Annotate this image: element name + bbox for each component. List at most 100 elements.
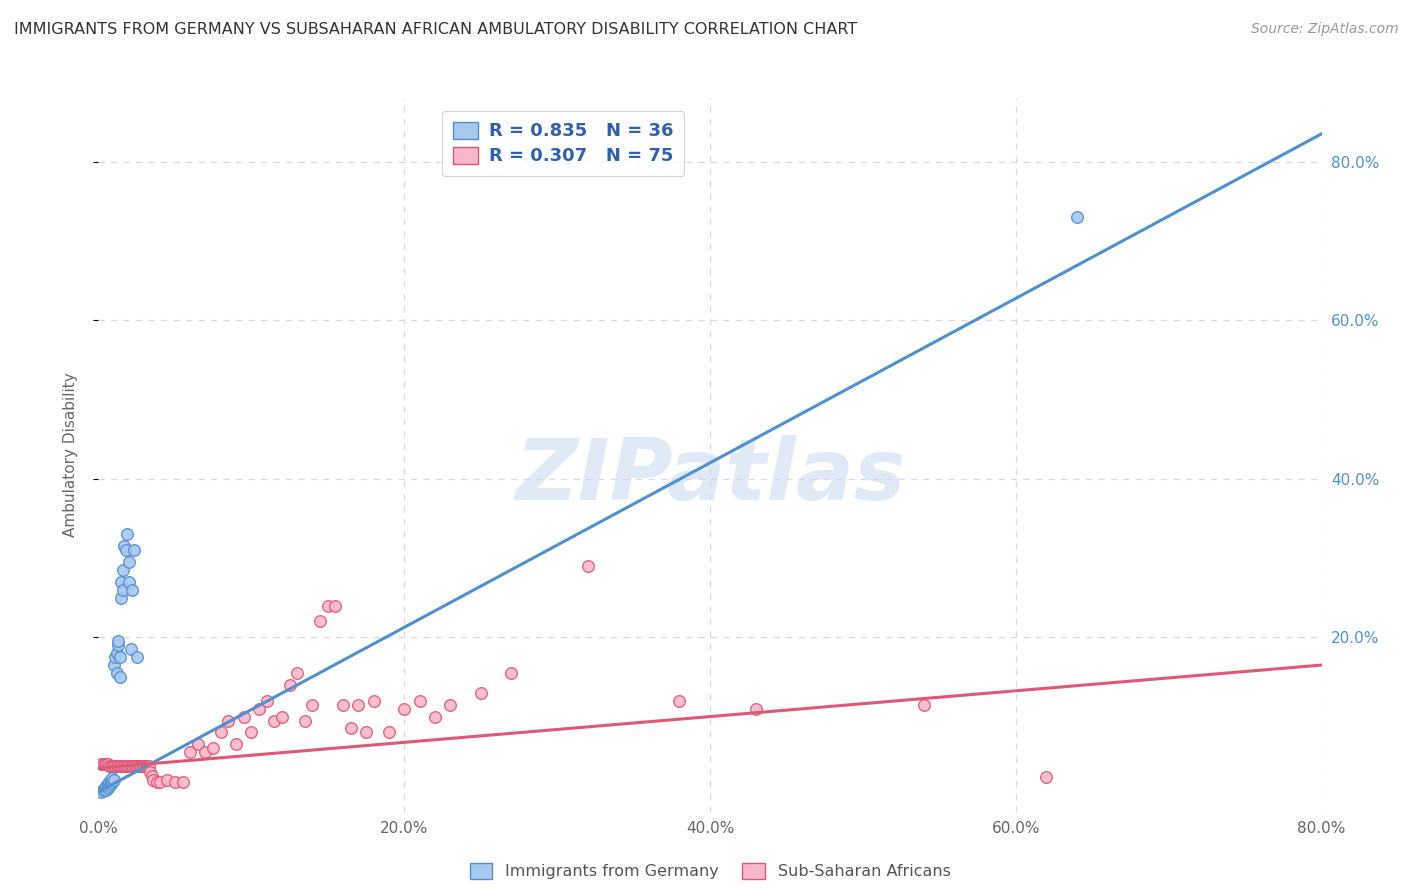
- Point: [217, 714, 239, 728]
- Point: [104, 650, 127, 665]
- Point: [111, 758, 134, 772]
- Point: [163, 774, 186, 789]
- Point: [100, 777, 122, 791]
- Point: [108, 670, 131, 684]
- Point: [392, 701, 416, 715]
- Point: [294, 714, 316, 728]
- Point: [129, 758, 152, 772]
- Point: [470, 686, 492, 700]
- Point: [117, 758, 139, 772]
- Point: [112, 539, 135, 553]
- Point: [110, 574, 132, 589]
- Point: [278, 678, 301, 692]
- Legend: Immigrants from Germany, Sub-Saharan Africans: Immigrants from Germany, Sub-Saharan Afr…: [463, 857, 957, 886]
- Point: [103, 658, 125, 673]
- Point: [354, 725, 377, 739]
- Point: [179, 745, 201, 759]
- Point: [309, 615, 332, 629]
- Text: ZIPatlas: ZIPatlas: [515, 434, 905, 518]
- Point: [101, 758, 124, 772]
- Point: [134, 758, 156, 772]
- Point: [97, 757, 120, 772]
- Point: [576, 558, 599, 573]
- Point: [1035, 770, 1057, 784]
- Point: [325, 599, 347, 613]
- Point: [332, 698, 354, 712]
- Point: [339, 722, 361, 736]
- Point: [105, 758, 128, 772]
- Point: [270, 709, 292, 723]
- Point: [115, 543, 138, 558]
- Text: IMMIGRANTS FROM GERMANY VS SUBSAHARAN AFRICAN AMBULATORY DISABILITY CORRELATION : IMMIGRANTS FROM GERMANY VS SUBSAHARAN AF…: [14, 22, 858, 37]
- Point: [91, 782, 114, 797]
- Point: [145, 774, 167, 789]
- Point: [112, 758, 135, 772]
- Point: [316, 599, 339, 613]
- Point: [107, 634, 129, 648]
- Point: [347, 698, 370, 712]
- Point: [501, 665, 523, 680]
- Point: [101, 774, 124, 789]
- Point: [107, 638, 129, 652]
- Point: [94, 782, 117, 797]
- Point: [142, 772, 165, 787]
- Point: [363, 694, 385, 708]
- Point: [118, 574, 141, 589]
- Point: [1066, 210, 1088, 224]
- Point: [98, 774, 121, 789]
- Point: [118, 758, 141, 772]
- Point: [668, 694, 690, 708]
- Point: [135, 758, 157, 772]
- Point: [108, 758, 131, 772]
- Point: [100, 758, 122, 772]
- Point: [194, 745, 217, 759]
- Point: [187, 737, 209, 751]
- Point: [98, 758, 121, 772]
- Point: [172, 774, 194, 789]
- Point: [378, 725, 401, 739]
- Point: [232, 709, 254, 723]
- Point: [90, 785, 112, 799]
- Point: [136, 758, 159, 772]
- Point: [120, 758, 142, 772]
- Point: [101, 772, 124, 786]
- Point: [105, 665, 128, 680]
- Point: [156, 772, 179, 787]
- Point: [111, 582, 134, 597]
- Point: [139, 765, 162, 780]
- Text: Source: ZipAtlas.com: Source: ZipAtlas.com: [1251, 22, 1399, 37]
- Point: [110, 591, 132, 605]
- Point: [127, 758, 149, 772]
- Point: [118, 555, 141, 569]
- Point: [98, 780, 121, 794]
- Point: [103, 772, 125, 787]
- Point: [117, 527, 139, 541]
- Point: [97, 777, 120, 791]
- Point: [285, 665, 308, 680]
- Point: [132, 758, 155, 772]
- Point: [108, 650, 131, 665]
- Y-axis label: Ambulatory Disability: Ambulatory Disability: [63, 373, 77, 537]
- Point: [423, 709, 446, 723]
- Point: [202, 741, 225, 756]
- Point: [93, 757, 115, 772]
- Point: [225, 737, 247, 751]
- Point: [93, 780, 115, 795]
- Point: [138, 758, 160, 772]
- Point: [149, 774, 172, 789]
- Point: [256, 694, 278, 708]
- Point: [263, 714, 285, 728]
- Point: [91, 757, 114, 772]
- Point: [94, 780, 117, 794]
- Point: [104, 758, 127, 772]
- Point: [100, 772, 122, 787]
- Point: [94, 757, 117, 772]
- Point: [122, 758, 145, 772]
- Point: [103, 758, 125, 772]
- Point: [439, 698, 461, 712]
- Point: [125, 650, 148, 665]
- Point: [107, 758, 129, 772]
- Point: [301, 698, 323, 712]
- Point: [110, 758, 132, 772]
- Point: [128, 758, 150, 772]
